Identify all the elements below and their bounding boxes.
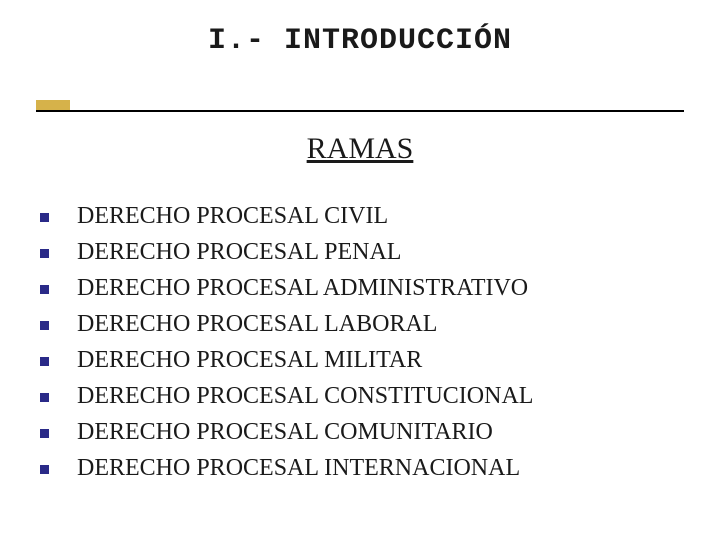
list-item-text: DERECHO PROCESAL CIVIL (77, 203, 388, 230)
list-item-text: DERECHO PROCESAL PENAL (77, 239, 401, 266)
list-item: DERECHO PROCESAL PENAL (40, 234, 533, 270)
list-item: DERECHO PROCESAL ADMINISTRATIVO (40, 270, 533, 306)
square-bullet-icon (40, 249, 49, 258)
square-bullet-icon (40, 393, 49, 402)
list-item-text: DERECHO PROCESAL CONSTITUCIONAL (77, 383, 533, 410)
list-item: DERECHO PROCESAL MILITAR (40, 342, 533, 378)
title-rule (36, 100, 684, 116)
square-bullet-icon (40, 357, 49, 366)
slide-title: I.- INTRODUCCIÓN (0, 24, 720, 58)
square-bullet-icon (40, 285, 49, 294)
slide-subtitle: RAMAS (0, 132, 720, 166)
list-item: DERECHO PROCESAL COMUNITARIO (40, 414, 533, 450)
square-bullet-icon (40, 321, 49, 330)
square-bullet-icon (40, 429, 49, 438)
square-bullet-icon (40, 465, 49, 474)
list-item-text: DERECHO PROCESAL COMUNITARIO (77, 419, 493, 446)
list-item: DERECHO PROCESAL LABORAL (40, 306, 533, 342)
list-item: DERECHO PROCESAL CONSTITUCIONAL (40, 378, 533, 414)
list-item: DERECHO PROCESAL CIVIL (40, 198, 533, 234)
bullet-list: DERECHO PROCESAL CIVIL DERECHO PROCESAL … (40, 198, 533, 486)
list-item-text: DERECHO PROCESAL LABORAL (77, 311, 437, 338)
list-item-text: DERECHO PROCESAL ADMINISTRATIVO (77, 275, 528, 302)
list-item-text: DERECHO PROCESAL INTERNACIONAL (77, 455, 520, 482)
square-bullet-icon (40, 213, 49, 222)
horizontal-rule (36, 110, 684, 112)
list-item: DERECHO PROCESAL INTERNACIONAL (40, 450, 533, 486)
list-item-text: DERECHO PROCESAL MILITAR (77, 347, 422, 374)
